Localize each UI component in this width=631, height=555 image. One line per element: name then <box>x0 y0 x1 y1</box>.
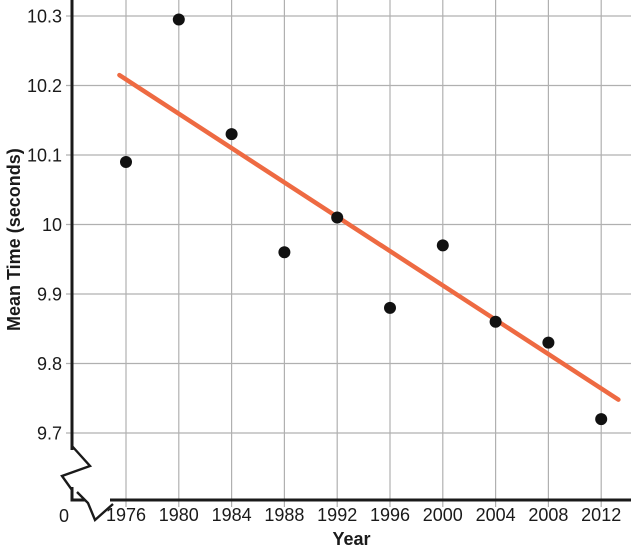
y-axis-title: Mean Time (seconds) <box>4 148 24 331</box>
data-point <box>489 315 502 328</box>
x-tick-label: 1980 <box>159 505 199 525</box>
data-point <box>384 301 396 314</box>
x-tick-label: 1996 <box>370 505 410 525</box>
x-tick-label: 1992 <box>317 505 357 525</box>
data-point <box>120 155 132 168</box>
x-tick-label: 2004 <box>476 505 516 525</box>
origin-label: 0 <box>59 506 69 526</box>
data-point <box>331 211 344 224</box>
data-point <box>172 13 185 26</box>
x-axis-title: Year <box>332 529 371 549</box>
x-tick-label: 2008 <box>528 505 568 525</box>
data-point <box>225 128 238 141</box>
x-tick-label: 1976 <box>106 505 146 525</box>
x-tick-label: 1984 <box>212 505 252 525</box>
y-tick-label: 9.9 <box>37 284 62 304</box>
x-tick-label: 2000 <box>423 505 463 525</box>
data-point <box>542 336 555 349</box>
y-tick-label: 10 <box>42 215 62 235</box>
y-tick-label: 10.2 <box>27 76 62 96</box>
x-axis-break-icon <box>76 491 114 523</box>
y-tick-label: 9.8 <box>37 354 62 374</box>
y-tick-label: 10.3 <box>27 6 62 26</box>
data-point <box>595 413 608 426</box>
y-tick-label: 10.1 <box>27 145 62 165</box>
x-tick-label: 2012 <box>581 505 621 525</box>
data-point <box>436 239 449 252</box>
data-point <box>278 246 291 259</box>
y-tick-label: 9.7 <box>37 423 62 443</box>
trend-line <box>117 72 621 402</box>
x-tick-label: 1988 <box>264 505 304 525</box>
y-axis-break-icon <box>60 445 93 491</box>
